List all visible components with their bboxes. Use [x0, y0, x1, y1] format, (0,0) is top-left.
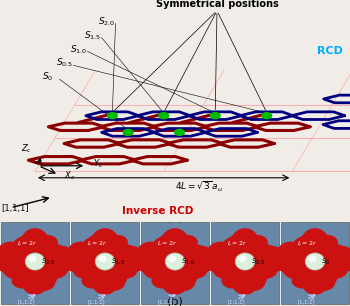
Polygon shape [228, 234, 246, 248]
Text: [1,1,1]: [1,1,1] [158, 299, 175, 304]
Circle shape [95, 253, 115, 270]
FancyBboxPatch shape [1, 222, 69, 304]
Polygon shape [171, 273, 195, 291]
Polygon shape [188, 246, 214, 265]
Polygon shape [141, 262, 157, 274]
Text: $S_{1.5}$: $S_{1.5}$ [111, 257, 125, 267]
Text: $L=2r$: $L=2r$ [17, 239, 37, 247]
Polygon shape [18, 234, 36, 248]
Polygon shape [211, 262, 227, 274]
Polygon shape [247, 235, 268, 250]
Text: $S_{0.5}$: $S_{0.5}$ [251, 257, 265, 267]
Circle shape [107, 113, 117, 119]
Polygon shape [51, 266, 67, 277]
Text: (a): (a) [167, 221, 183, 231]
Circle shape [165, 253, 185, 270]
Polygon shape [222, 272, 243, 289]
Polygon shape [281, 262, 297, 274]
Text: $L=2r$: $L=2r$ [227, 239, 247, 247]
Text: Inverse RCD: Inverse RCD [122, 206, 193, 216]
Text: $S_{2.0}$: $S_{2.0}$ [41, 257, 55, 267]
Text: $S_0$: $S_0$ [321, 257, 331, 267]
Circle shape [305, 253, 325, 270]
Polygon shape [62, 228, 148, 295]
Text: $L=2r$: $L=2r$ [87, 239, 107, 247]
Text: $S_{2.0}$: $S_{2.0}$ [98, 15, 116, 28]
Polygon shape [107, 235, 128, 250]
FancyBboxPatch shape [211, 222, 279, 304]
Text: $L=2r$: $L=2r$ [297, 239, 317, 247]
Polygon shape [278, 242, 304, 261]
Polygon shape [258, 246, 284, 265]
Circle shape [235, 253, 255, 270]
Text: $S_{1.0}$: $S_{1.0}$ [181, 257, 195, 267]
Polygon shape [202, 228, 288, 295]
Polygon shape [208, 242, 234, 261]
Text: $S_0$: $S_0$ [42, 71, 53, 83]
Polygon shape [0, 242, 24, 261]
Text: $S_{1.5}$: $S_{1.5}$ [84, 29, 101, 42]
Polygon shape [1, 262, 17, 274]
Polygon shape [71, 262, 87, 274]
Polygon shape [158, 234, 176, 248]
Polygon shape [292, 272, 313, 289]
Polygon shape [177, 235, 198, 250]
Polygon shape [12, 272, 33, 289]
Text: $L=2r$: $L=2r$ [157, 239, 177, 247]
Text: Symmetrical positions: Symmetrical positions [156, 0, 278, 9]
FancyBboxPatch shape [141, 222, 209, 304]
Circle shape [25, 253, 45, 270]
Polygon shape [272, 228, 350, 295]
Polygon shape [37, 235, 58, 250]
Circle shape [99, 256, 106, 262]
Text: [1,1,1]: [1,1,1] [298, 299, 315, 304]
Text: $X_c$: $X_c$ [64, 169, 75, 181]
Text: $4L=\sqrt{3}\,a_u$: $4L=\sqrt{3}\,a_u$ [175, 180, 223, 194]
Polygon shape [328, 246, 350, 265]
Polygon shape [317, 235, 338, 250]
Text: $S_{1.0}$: $S_{1.0}$ [70, 43, 88, 55]
Text: $Z_c$: $Z_c$ [21, 142, 33, 155]
Polygon shape [261, 266, 277, 277]
Text: RCD: RCD [317, 46, 343, 56]
Polygon shape [82, 272, 103, 289]
Circle shape [262, 113, 272, 119]
Circle shape [210, 113, 220, 119]
Polygon shape [152, 272, 173, 289]
Text: [1,1,1]: [1,1,1] [88, 299, 105, 304]
Polygon shape [121, 266, 137, 277]
Polygon shape [311, 273, 335, 291]
Polygon shape [68, 242, 94, 261]
Text: $Y_c$: $Y_c$ [93, 158, 103, 170]
Polygon shape [138, 242, 164, 261]
Text: [1,1,1]: [1,1,1] [228, 299, 245, 304]
Polygon shape [191, 266, 207, 277]
Text: (b): (b) [167, 296, 183, 306]
Polygon shape [0, 228, 78, 295]
Circle shape [309, 256, 316, 262]
Text: [1,1,1]: [1,1,1] [18, 299, 35, 304]
Polygon shape [88, 234, 106, 248]
Text: [1,1,1]: [1,1,1] [2, 204, 29, 213]
Polygon shape [298, 234, 316, 248]
Polygon shape [132, 228, 218, 295]
Circle shape [175, 129, 184, 135]
Circle shape [159, 113, 169, 119]
Polygon shape [48, 246, 74, 265]
FancyBboxPatch shape [71, 222, 139, 304]
Polygon shape [101, 273, 125, 291]
Polygon shape [241, 273, 265, 291]
Polygon shape [331, 266, 347, 277]
Circle shape [169, 256, 176, 262]
FancyBboxPatch shape [281, 222, 349, 304]
Circle shape [123, 129, 133, 135]
Circle shape [29, 256, 36, 262]
Circle shape [239, 256, 246, 262]
Text: $S_{0.5}$: $S_{0.5}$ [56, 57, 73, 69]
Polygon shape [31, 273, 55, 291]
Polygon shape [118, 246, 144, 265]
